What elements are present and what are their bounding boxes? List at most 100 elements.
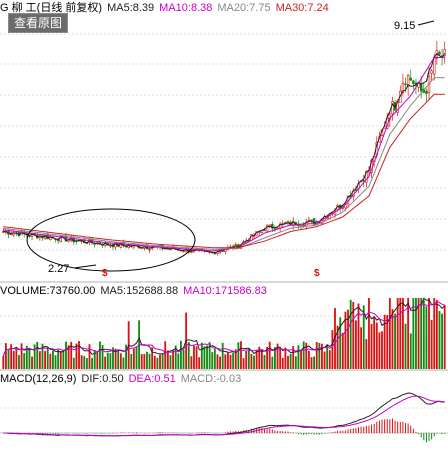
volume-bar	[193, 345, 195, 369]
volume-bar	[336, 325, 339, 369]
volume-bar	[57, 349, 60, 369]
volume-bar	[125, 344, 127, 369]
event-marker-2: $	[314, 268, 320, 279]
volume-bar	[187, 342, 190, 369]
view-original-button[interactable]: 查看原图	[8, 13, 69, 33]
volume-bar	[253, 355, 255, 369]
volume-bar	[72, 357, 75, 369]
volume-bar	[117, 349, 120, 369]
volume-bar	[106, 352, 109, 369]
volume-bar	[12, 350, 15, 369]
volume-bar	[240, 341, 242, 369]
volume-bar	[315, 341, 318, 369]
chart-overlay: 9.15 2.27 $ $	[26, 20, 435, 279]
volume-bar	[83, 356, 86, 369]
candle-body	[59, 235, 62, 242]
volume-bar	[279, 347, 282, 369]
volume-bar	[268, 341, 271, 369]
volume-bar	[250, 353, 253, 369]
volume-bar	[234, 349, 237, 369]
ma-line-ma10	[3, 57, 445, 252]
volume-bar	[211, 352, 214, 369]
volume-bar	[143, 353, 146, 369]
volume-bar	[153, 355, 156, 369]
volume-bar	[208, 342, 211, 369]
volume-bar	[412, 298, 415, 369]
high-arrow	[417, 20, 435, 26]
volume-bar	[435, 299, 438, 369]
volume-bar	[25, 345, 28, 369]
volume-bar	[49, 353, 52, 369]
volume-bar	[80, 355, 83, 369]
volume-bar	[161, 353, 164, 369]
volume-bar	[399, 298, 402, 369]
volume-bar	[206, 345, 208, 369]
volume-bar	[67, 345, 70, 369]
event-marker-1: $	[102, 268, 108, 279]
volume-bar	[78, 341, 80, 369]
volume-bar	[266, 346, 269, 369]
volume-bar	[242, 358, 245, 369]
volume-bar	[328, 350, 331, 369]
candle-body	[438, 51, 441, 55]
volume-bar	[216, 354, 219, 369]
volume-bar	[132, 348, 135, 369]
volume-bar	[401, 298, 404, 369]
candle-body	[401, 82, 405, 94]
ma20-value: MA20:7.75	[217, 2, 271, 14]
volume-bar	[114, 348, 117, 369]
volume-bar	[44, 350, 47, 369]
ma30-value: MA30:7.24	[275, 2, 329, 14]
volume-bar	[46, 347, 49, 369]
volume-bar	[373, 316, 376, 369]
ma-line-ma30	[3, 93, 445, 249]
candle-body	[271, 224, 274, 229]
volume-bar	[341, 332, 344, 369]
candle-body	[425, 90, 428, 94]
volume-bar	[276, 343, 279, 369]
volume-bar	[271, 356, 274, 369]
volume-bar	[396, 298, 399, 369]
candle-body	[365, 170, 368, 183]
low-label: 2.27	[48, 263, 69, 275]
volume-bar	[219, 356, 221, 369]
volume-bar	[294, 356, 297, 369]
macd-dif-line	[3, 392, 445, 437]
candle-body	[182, 250, 185, 253]
volume-bar	[229, 354, 232, 369]
volume-bar	[227, 352, 229, 369]
volume-bar	[245, 350, 248, 369]
volume-bar	[263, 355, 266, 369]
volume-bar	[18, 355, 20, 369]
candle-body	[263, 229, 266, 232]
volume-bar	[347, 309, 349, 369]
volume-bar	[10, 344, 13, 369]
volume-bar	[362, 305, 365, 369]
candle-body	[430, 70, 433, 74]
ma10-value: MA10:8.38	[159, 2, 213, 14]
volume-bar	[302, 341, 305, 369]
volume-bar	[388, 298, 391, 369]
volume-bar	[441, 313, 443, 369]
volume-bar	[15, 348, 18, 369]
volume-bar	[339, 317, 342, 369]
volume-bar	[375, 322, 378, 369]
volume-bar	[130, 354, 133, 369]
high-label: 9.15	[394, 20, 415, 32]
volume-bar	[297, 345, 300, 369]
volume-bar	[164, 341, 167, 369]
candle-body	[190, 251, 193, 253]
volume-bar	[169, 355, 172, 369]
volume-bar	[213, 349, 216, 369]
candle-body	[28, 235, 31, 237]
volume-bar	[93, 350, 96, 369]
volume-bar	[425, 306, 428, 369]
volume-bar	[31, 356, 33, 369]
volume-bar	[54, 355, 57, 369]
volume-bar	[433, 298, 436, 369]
price-pane	[2, 40, 446, 256]
candle-body	[312, 218, 316, 225]
volume-bar	[88, 344, 91, 369]
ma-line-ma20	[3, 77, 445, 250]
ma-line-ma5	[3, 53, 446, 254]
